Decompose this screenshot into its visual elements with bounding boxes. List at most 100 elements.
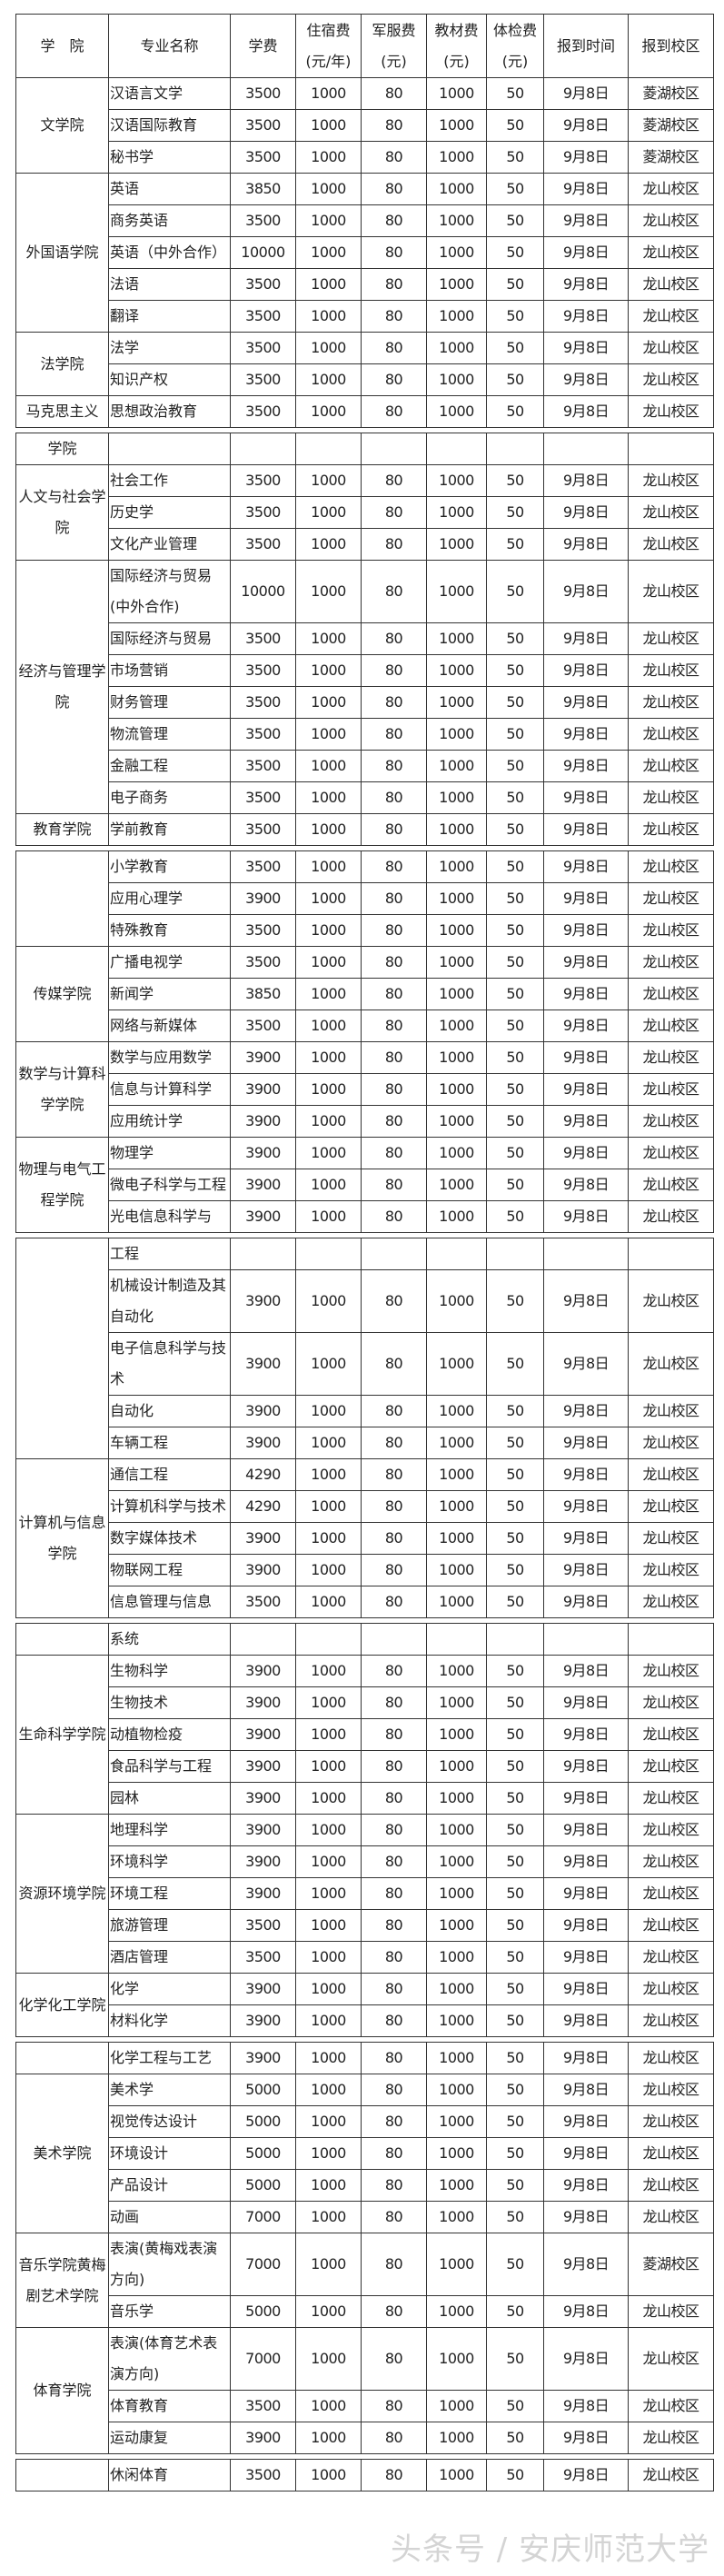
campus-cell: 龙山校区: [628, 1041, 714, 1074]
campus-cell: 龙山校区: [628, 1522, 714, 1555]
uniform-fee-cell: 80: [361, 1686, 427, 1719]
uniform-fee-cell: 80: [361, 750, 427, 782]
medical-fee-cell: 50: [486, 914, 544, 947]
college-cell: 传媒学院: [15, 946, 109, 1042]
major-cell: 美术学: [108, 2074, 231, 2106]
report-date-cell: 9月8日: [543, 813, 629, 846]
uniform-fee-cell: [361, 1623, 427, 1656]
major-cell: 微电子科学与工程: [108, 1169, 231, 1201]
major-cell: 市场营销: [108, 654, 231, 687]
table-row: 秘书学 3500 1000 80 1000 50 9月8日 菱湖校区: [16, 141, 714, 174]
table-row: 特殊教育 3500 1000 80 1000 50 9月8日 龙山校区: [16, 914, 714, 947]
college-cell: 人文与社会学院: [15, 464, 109, 561]
campus-cell: 龙山校区: [628, 654, 714, 687]
table-section: 小学教育 3500 1000 80 1000 50 9月8日 龙山校区 应用心理学 3900 100…: [15, 850, 714, 1233]
textbook-fee-cell: 1000: [426, 622, 487, 655]
report-date-cell: 9月8日: [543, 2295, 629, 2328]
lodging-fee-cell: 1000: [295, 1877, 362, 1910]
medical-fee-cell: 50: [486, 1941, 544, 1974]
tuition-cell: 3500: [230, 654, 296, 687]
uniform-fee-cell: 80: [361, 1877, 427, 1910]
uniform-fee-cell: 80: [361, 2422, 427, 2454]
uniform-fee-cell: 80: [361, 1073, 427, 1106]
report-date-cell: 9月8日: [543, 2074, 629, 2106]
medical-fee-cell: 50: [486, 2004, 544, 2037]
uniform-fee-cell: 80: [361, 1169, 427, 1201]
tuition-cell: 3900: [230, 2004, 296, 2037]
tuition-cell: 3500: [230, 332, 296, 364]
report-date-cell: 9月8日: [543, 882, 629, 915]
major-cell: 工程: [108, 1238, 231, 1270]
textbook-fee-cell: 1000: [426, 1718, 487, 1751]
campus-cell: 龙山校区: [628, 2169, 714, 2202]
table-row: 财务管理 3500 1000 80 1000 50 9月8日 龙山校区: [16, 686, 714, 719]
lodging-fee-cell: 1000: [295, 1750, 362, 1783]
report-date-cell: 9月8日: [543, 236, 629, 269]
tuition-cell: 3900: [230, 1750, 296, 1783]
medical-fee-cell: 50: [486, 1395, 544, 1427]
college-cell: 教育学院: [15, 813, 109, 846]
lodging-fee-cell: 1000: [295, 2422, 362, 2454]
textbook-fee-cell: 1000: [426, 882, 487, 915]
report-date-cell: 9月8日: [543, 1269, 629, 1333]
report-date-cell: 9月8日: [543, 1105, 629, 1138]
medical-fee-cell: 50: [486, 1169, 544, 1201]
report-date-cell: 9月8日: [543, 1332, 629, 1396]
textbook-fee-cell: 1000: [426, 1941, 487, 1974]
campus-cell: 菱湖校区: [628, 2233, 714, 2296]
major-cell: 法学: [108, 332, 231, 364]
report-date-cell: 9月8日: [543, 1814, 629, 1846]
college-cell: 马克思主义: [15, 395, 109, 428]
table-row: 体育学院 表演(体育艺术表演方向) 7000 1000 80 1000 50 9月8日 龙山校区: [15, 2327, 714, 2454]
textbook-fee-cell: 1000: [426, 1877, 487, 1910]
lodging-fee-cell: 1000: [295, 1458, 362, 1491]
table-row: 材料化学 3900 1000 80 1000 50 9月8日 龙山校区: [16, 2004, 714, 2037]
campus-cell: 龙山校区: [628, 1782, 714, 1815]
medical-fee-cell: 50: [486, 1909, 544, 1942]
table-row: 资源环境学院 地理科学 3900 1000 80 1000 50 9月8日 龙山校区: [15, 1814, 714, 1974]
table-row: 人文与社会学院 社会工作 3500 1000 80 1000 50 9月8日 龙山校区: [15, 464, 714, 561]
major-cell: 机械设计制造及其自动化: [108, 1269, 231, 1333]
textbook-fee-cell: 1000: [426, 560, 487, 623]
uniform-fee-cell: 80: [361, 1200, 427, 1233]
campus-cell: 龙山校区: [628, 686, 714, 719]
table-row: 动植物检疫 3900 1000 80 1000 50 9月8日 龙山校区: [16, 1718, 714, 1751]
lodging-fee-cell: 1000: [295, 2327, 362, 2391]
lodging-fee-cell: 1000: [295, 1427, 362, 1459]
table-row: 体育教育 3500 1000 80 1000 50 9月8日 龙山校区: [16, 2390, 714, 2422]
table-row: 应用心理学 3900 1000 80 1000 50 9月8日 龙山校区: [16, 882, 714, 915]
medical-fee-cell: 50: [486, 268, 544, 301]
medical-fee-cell: 50: [486, 1041, 544, 1074]
college-cell: 经济与管理学院: [15, 560, 109, 814]
uniform-fee-cell: 80: [361, 2004, 427, 2037]
campus-cell: 龙山校区: [628, 1490, 714, 1523]
table-row: 计算机与信息学院 通信工程 4290 1000 80 1000 50 9月8日 龙山校区: [15, 1458, 714, 1618]
major-cell: 文化产业管理: [108, 528, 231, 561]
report-date-cell: 9月8日: [543, 781, 629, 814]
campus-cell: 龙山校区: [628, 1427, 714, 1459]
lodging-fee-cell: 1000: [295, 850, 362, 883]
major-cell: 物流管理: [108, 718, 231, 751]
medical-fee-cell: 50: [486, 1269, 544, 1333]
report-date-cell: 9月8日: [543, 1973, 629, 2005]
uniform-fee-cell: 80: [361, 1814, 427, 1846]
textbook-fee-cell: 1000: [426, 946, 487, 979]
column-header: 报到校区: [628, 14, 714, 78]
tuition-cell: 3900: [230, 1554, 296, 1586]
medical-fee-cell: 50: [486, 2137, 544, 2170]
table-row: 法语 3500 1000 80 1000 50 9月8日 龙山校区: [16, 268, 714, 301]
campus-cell: 龙山校区: [628, 914, 714, 947]
table-row: 机械设计制造及其自动化 3900 1000 80 1000 50 9月8日 龙山校区: [16, 1269, 714, 1333]
tuition-cell: 3900: [230, 1718, 296, 1751]
campus-cell: 龙山校区: [628, 1845, 714, 1878]
table-row: 电子信息科学与技术 3900 1000 80 1000 50 9月8日 龙山校区: [16, 1332, 714, 1396]
lodging-fee-cell: 1000: [295, 1105, 362, 1138]
textbook-fee-cell: 1000: [426, 686, 487, 719]
tuition-cell: 10000: [230, 560, 296, 623]
lodging-fee-cell: 1000: [295, 1010, 362, 1042]
college-cell: 学院: [15, 433, 109, 465]
uniform-fee-cell: 80: [361, 1490, 427, 1523]
tuition-cell: 3500: [230, 395, 296, 428]
major-cell: 旅游管理: [108, 1909, 231, 1942]
column-header: 专业名称: [108, 14, 231, 78]
